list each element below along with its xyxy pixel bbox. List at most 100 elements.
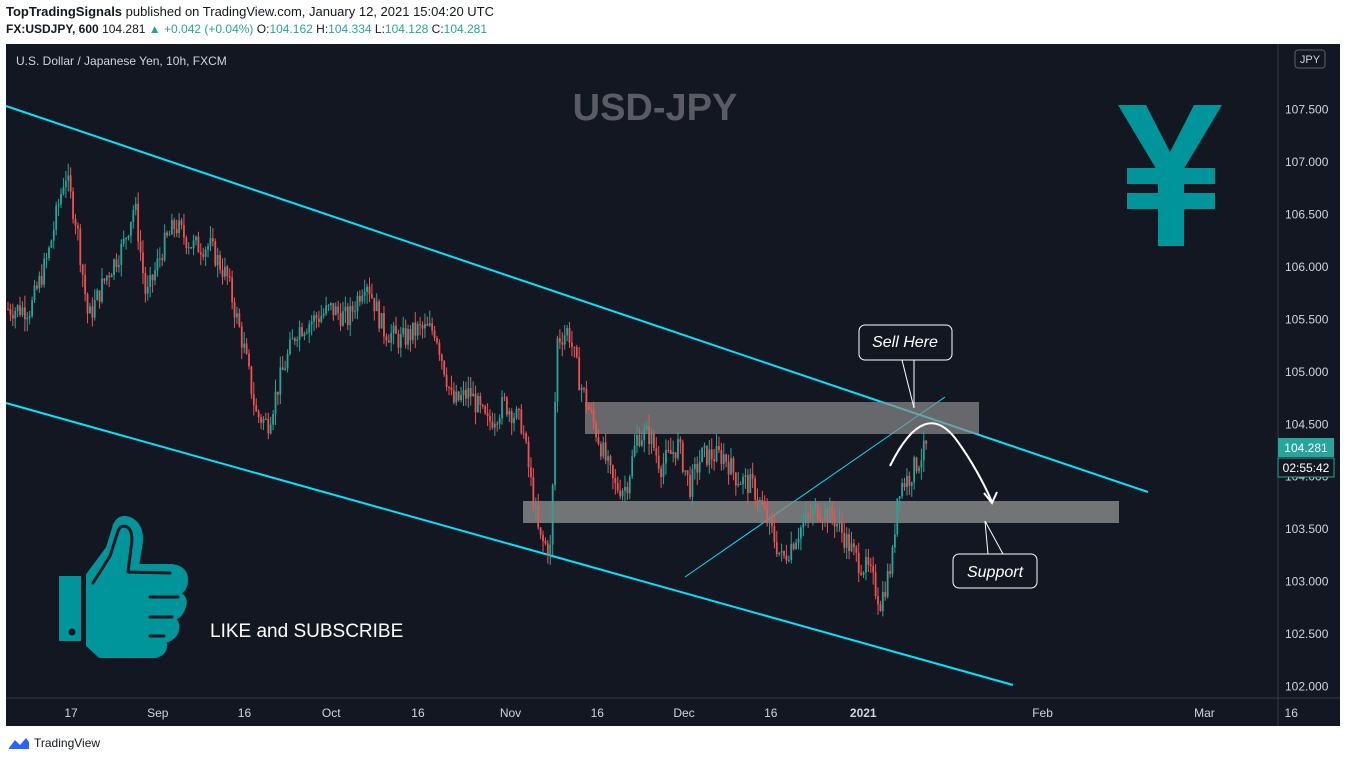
- candle-body: [289, 339, 291, 354]
- candle-body: [612, 465, 614, 479]
- candle-body: [865, 557, 867, 573]
- candle-body: [207, 246, 209, 250]
- candle-body: [445, 374, 448, 387]
- candle-body: [344, 306, 347, 312]
- candle-body: [238, 313, 241, 327]
- author-name[interactable]: TopTradingSignals: [6, 4, 123, 19]
- candle-body: [534, 505, 537, 509]
- candle-body: [910, 482, 913, 486]
- candle-body: [452, 390, 455, 403]
- candle-body: [638, 435, 641, 446]
- candle-body: [578, 357, 581, 391]
- candle-body: [775, 542, 778, 555]
- candle-body: [202, 254, 205, 257]
- candle-body: [513, 417, 515, 424]
- candle-body: [913, 457, 916, 483]
- candle-body: [696, 463, 699, 473]
- candle-body: [130, 221, 132, 236]
- candle-body: [797, 538, 800, 543]
- candle-body: [144, 273, 147, 294]
- candle-body: [48, 247, 50, 258]
- candle-body: [180, 220, 183, 226]
- candle-body: [308, 324, 311, 333]
- candle-body: [604, 442, 607, 461]
- candle-body: [518, 408, 520, 410]
- candle-body: [158, 258, 161, 260]
- last-price: 104.281: [102, 22, 146, 36]
- candle-body: [38, 275, 41, 289]
- candle-body: [380, 313, 383, 329]
- brand-name[interactable]: TradingView: [34, 736, 101, 750]
- price-axis[interactable]: [1278, 44, 1340, 698]
- candle-body: [108, 275, 111, 278]
- candle-body: [62, 187, 65, 194]
- candle-body: [843, 532, 846, 548]
- candle-body: [886, 570, 889, 597]
- candle-body: [185, 237, 188, 249]
- candle-body: [498, 418, 501, 424]
- price-tick-label: 106.000: [1285, 260, 1329, 274]
- candle-body: [7, 308, 9, 310]
- candle-body: [156, 258, 159, 271]
- candle-body: [332, 303, 335, 316]
- candle-body: [708, 449, 711, 465]
- candle-body: [383, 313, 385, 337]
- candle-body: [901, 483, 904, 497]
- candle-body: [86, 294, 89, 314]
- candle-body: [537, 505, 540, 528]
- candle-body: [74, 219, 77, 226]
- price-tag-value: 104.281: [1284, 441, 1328, 455]
- candle-body: [356, 295, 359, 312]
- candle-body: [686, 470, 689, 475]
- candle-body: [197, 236, 200, 253]
- candle-body: [848, 534, 850, 552]
- candle-body: [814, 504, 817, 509]
- candle-body: [209, 238, 212, 247]
- candle-body: [840, 521, 843, 533]
- candle-body: [462, 390, 465, 396]
- candle-body: [701, 447, 703, 462]
- candle-body: [366, 286, 368, 292]
- candle-body: [103, 278, 106, 281]
- price-tick-label: 107.000: [1285, 155, 1329, 169]
- time-tick-label: Mar: [1194, 706, 1215, 720]
- candle-body: [428, 323, 431, 326]
- candle-body: [530, 467, 532, 478]
- axis-corner: [1278, 698, 1340, 726]
- candle-body: [76, 225, 79, 229]
- candle-body: [715, 446, 718, 462]
- candle-body: [527, 441, 530, 468]
- candle-body: [510, 411, 513, 424]
- candle-body: [785, 555, 788, 561]
- candle-body: [737, 483, 740, 486]
- candle-body: [142, 252, 144, 274]
- candle-body: [554, 401, 556, 486]
- candle-body: [746, 475, 749, 493]
- candle-body: [93, 300, 96, 318]
- candle-body: [896, 498, 899, 535]
- candle-body: [460, 395, 462, 401]
- price-tick-label: 103.500: [1285, 522, 1329, 536]
- candle-body: [722, 454, 725, 464]
- price-zones[interactable]: [523, 402, 1119, 523]
- currency-badge[interactable]: JPY: [1294, 49, 1326, 69]
- candle-body: [703, 445, 706, 448]
- candle-body: [378, 301, 381, 329]
- candle-body: [819, 518, 822, 521]
- candle-body: [585, 388, 588, 407]
- candle-body: [117, 264, 120, 267]
- candle-body: [918, 467, 920, 472]
- time-axis[interactable]: [6, 698, 1278, 726]
- sell-callout-box: [858, 324, 953, 361]
- time-tick-label: Sep: [147, 706, 169, 720]
- candle-body: [669, 450, 672, 455]
- plot-area[interactable]: [6, 44, 1278, 698]
- candle-body: [204, 249, 207, 257]
- candle-body: [134, 203, 137, 211]
- candle-body: [713, 459, 716, 462]
- candle-body: [650, 433, 653, 444]
- candle-body: [286, 353, 289, 369]
- candle-body: [127, 235, 130, 239]
- candle-body: [906, 475, 908, 488]
